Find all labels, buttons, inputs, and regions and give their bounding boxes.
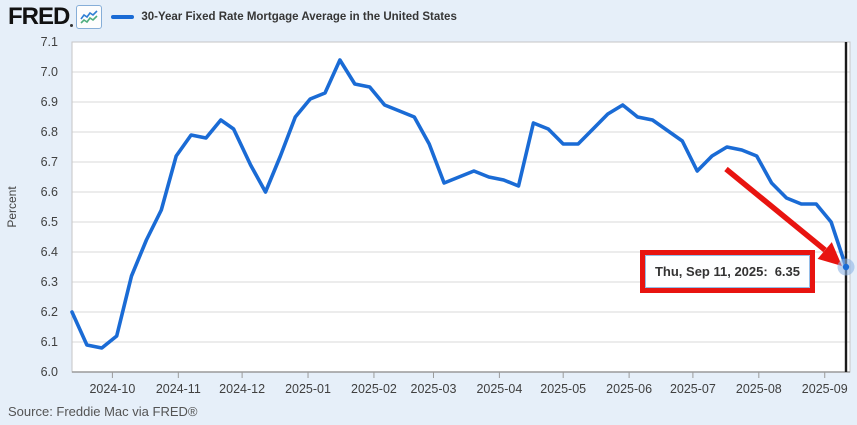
series-line [70, 58, 848, 350]
y-tick-label: 6.8 [41, 125, 58, 139]
plot-area [72, 42, 850, 372]
source-attribution: Source: Freddie Mac via FRED® [8, 404, 198, 419]
legend-series-label: 30-Year Fixed Rate Mortgage Average in t… [141, 11, 457, 23]
fred-logo[interactable]: FRED [8, 3, 70, 30]
x-tick-label: 2025-04 [476, 382, 522, 396]
annotation-arrow [724, 166, 827, 253]
last-point-marker [842, 263, 850, 271]
x-tick-label: 2024-10 [89, 382, 135, 396]
x-tick-label: 2025-08 [736, 382, 782, 396]
y-tick-label: 7.1 [41, 35, 58, 49]
x-tick-label: 2025-02 [351, 382, 397, 396]
x-tick-label: 2025-06 [606, 382, 652, 396]
legend-line-swatch [111, 15, 135, 19]
x-tick-label: 2025-03 [411, 382, 457, 396]
x-tick-label: 2024-12 [219, 382, 265, 396]
y-tick-label: 6.6 [41, 185, 58, 199]
chart-header: FRED 30-Year Fixed Rate Mortgage Average… [8, 2, 457, 32]
x-tick-label: 2025-07 [670, 382, 716, 396]
annotation-arrowhead [817, 242, 842, 266]
data-point-tooltip: Thu, Sep 11, 2025: 6.35 [645, 255, 810, 288]
y-tick-label: 6.9 [41, 95, 58, 109]
y-tick-label: 7.0 [41, 65, 58, 79]
tooltip-date-label: Thu, Sep 11, 2025: [654, 264, 768, 279]
fred-mini-chart-icon [76, 5, 103, 29]
x-tick-label: 2025-05 [540, 382, 586, 396]
y-tick-label: 6.5 [41, 215, 58, 229]
y-tick-label: 6.7 [41, 155, 58, 169]
y-tick-label: 6.3 [41, 275, 58, 289]
annotation-highlight-box: Thu, Sep 11, 2025: 6.35 [640, 250, 815, 293]
logo-trademark-dot [70, 24, 74, 27]
x-tick-label: 2025-01 [285, 382, 331, 396]
y-tick-label: 6.4 [41, 245, 58, 259]
y-axis-title: Percent [5, 186, 19, 228]
tooltip-value: 6.35 [774, 264, 801, 279]
y-tick-label: 6.2 [41, 305, 58, 319]
y-tick-label: 6.1 [41, 335, 58, 349]
x-tick-label: 2024-11 [156, 382, 201, 396]
x-tick-label: 2025-09 [802, 382, 848, 396]
y-tick-label: 6.0 [41, 365, 58, 379]
